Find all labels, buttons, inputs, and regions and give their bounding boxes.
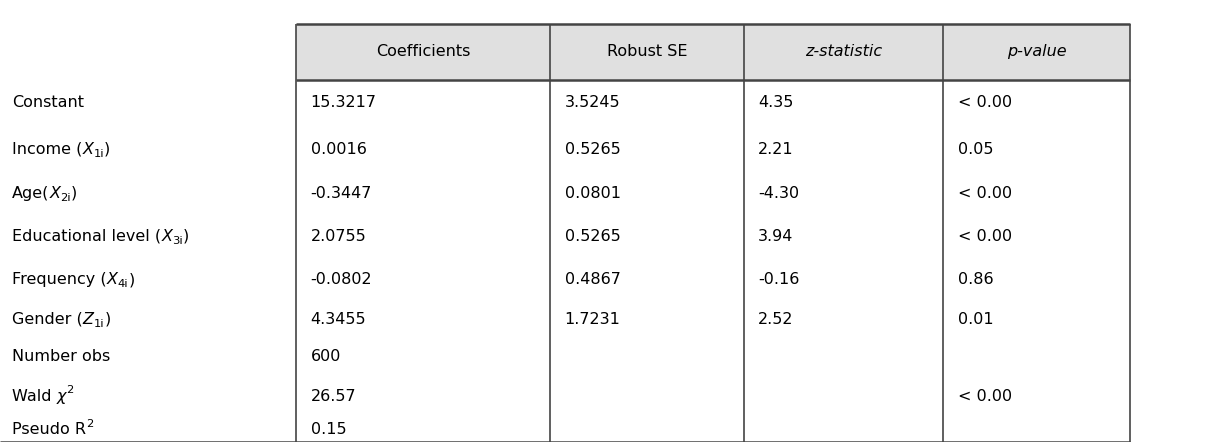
Text: Z: Z [83, 312, 94, 327]
Text: 0.0016: 0.0016 [311, 142, 366, 156]
Bar [744, 24, 943, 80]
Text: ): ) [128, 272, 134, 287]
Text: 0.5265: 0.5265 [565, 142, 620, 156]
Bar [550, 24, 744, 80]
Text: Number obs: Number obs [12, 350, 110, 364]
Text: ): ) [104, 142, 110, 156]
Text: Constant: Constant [12, 95, 85, 110]
Bar [296, 24, 550, 80]
Text: 2: 2 [66, 385, 74, 396]
Text: p-value: p-value [1007, 45, 1066, 59]
Text: 1i: 1i [94, 319, 104, 329]
Text: 2: 2 [86, 419, 93, 429]
Text: X: X [106, 272, 117, 287]
Text: ): ) [104, 312, 110, 327]
Bar [943, 24, 1130, 80]
Text: 0.05: 0.05 [958, 142, 993, 156]
Text: 0.5265: 0.5265 [565, 229, 620, 244]
Text: ): ) [183, 229, 189, 244]
Text: 4i: 4i [117, 279, 128, 290]
Text: z-statistic: z-statistic [805, 45, 881, 59]
Text: -0.3447: -0.3447 [311, 186, 372, 201]
Text: Frequency (: Frequency ( [12, 272, 106, 287]
Text: 4.35: 4.35 [758, 95, 793, 110]
Text: 3i: 3i [172, 236, 183, 246]
Text: 0.01: 0.01 [958, 312, 993, 327]
Text: Educational level (: Educational level ( [12, 229, 161, 244]
Text: 2.21: 2.21 [758, 142, 793, 156]
Text: < 0.00: < 0.00 [958, 186, 1012, 201]
Text: 2.0755: 2.0755 [311, 229, 366, 244]
Text: 2i: 2i [60, 193, 71, 203]
Text: X: X [161, 229, 172, 244]
Text: 0.86: 0.86 [958, 272, 993, 287]
Text: 2.52: 2.52 [758, 312, 793, 327]
Text: χ: χ [57, 389, 66, 404]
Text: 3.94: 3.94 [758, 229, 793, 244]
Text: Income (: Income ( [12, 142, 82, 156]
Text: ): ) [71, 186, 77, 201]
Text: 1i: 1i [93, 149, 104, 159]
Text: 0.0801: 0.0801 [565, 186, 620, 201]
Text: < 0.00: < 0.00 [958, 95, 1012, 110]
Text: X: X [50, 186, 60, 201]
Text: Pseudo R: Pseudo R [12, 423, 86, 437]
Text: Age(: Age( [12, 186, 50, 201]
Text: 4.3455: 4.3455 [311, 312, 366, 327]
Text: 1.7231: 1.7231 [565, 312, 620, 327]
Text: 0.4867: 0.4867 [565, 272, 620, 287]
Text: -0.0802: -0.0802 [311, 272, 372, 287]
Text: -0.16: -0.16 [758, 272, 799, 287]
Text: Coefficients: Coefficients [376, 45, 470, 59]
Text: < 0.00: < 0.00 [958, 389, 1012, 404]
Text: -4.30: -4.30 [758, 186, 799, 201]
Text: 15.3217: 15.3217 [311, 95, 377, 110]
Text: < 0.00: < 0.00 [958, 229, 1012, 244]
Text: 0.15: 0.15 [311, 423, 346, 437]
Text: Wald: Wald [12, 389, 57, 404]
Text: 600: 600 [311, 350, 341, 364]
Text: Gender (: Gender ( [12, 312, 83, 327]
Text: 3.5245: 3.5245 [565, 95, 620, 110]
Text: Robust SE: Robust SE [607, 45, 687, 59]
Text: X: X [82, 142, 93, 156]
Text: 26.57: 26.57 [311, 389, 357, 404]
